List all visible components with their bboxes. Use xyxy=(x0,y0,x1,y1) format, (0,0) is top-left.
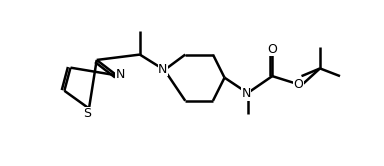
Text: O: O xyxy=(293,78,303,91)
Text: N: N xyxy=(158,63,167,76)
Text: N: N xyxy=(116,68,125,81)
Text: N: N xyxy=(242,87,251,100)
Text: S: S xyxy=(83,107,91,120)
Text: O: O xyxy=(267,43,277,56)
